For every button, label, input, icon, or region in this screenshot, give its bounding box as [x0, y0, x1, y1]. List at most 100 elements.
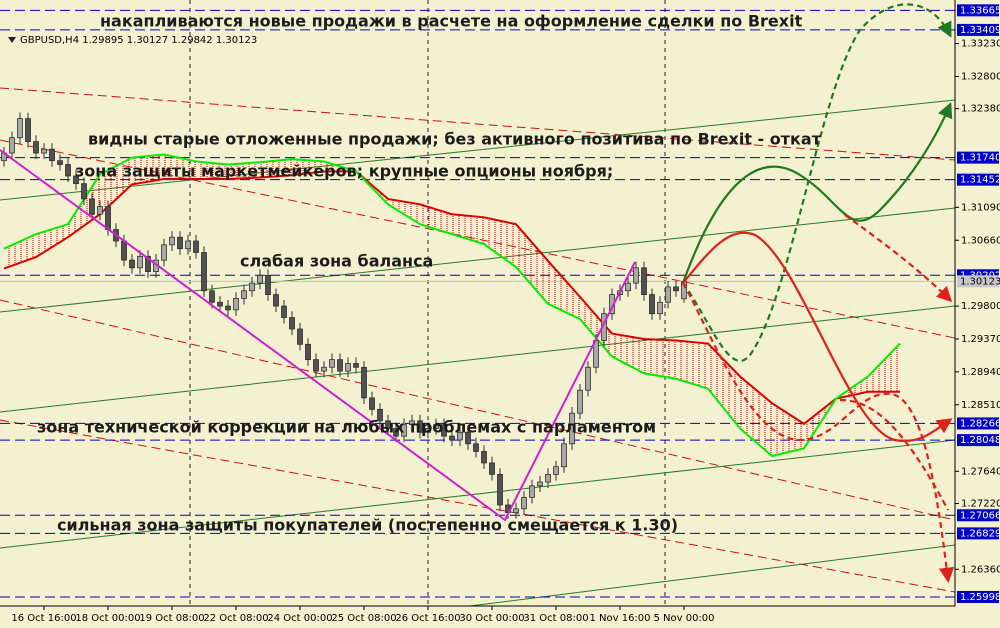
x-tick-label: 26 Oct 16:00	[395, 613, 460, 624]
x-tick-label: 31 Oct 08:00	[523, 613, 588, 624]
x-tick-label: 16 Oct 16:00	[11, 613, 76, 624]
candle-body	[193, 240, 199, 253]
forecast-path	[839, 398, 949, 511]
level-label: 1.31740	[960, 153, 1000, 164]
candle-body	[665, 286, 671, 303]
annotation: сильная зона защиты покупателей (постепе…	[57, 516, 678, 535]
level-label-box	[957, 4, 999, 17]
y-tick-label: 1.28940	[961, 367, 1000, 378]
candle-body	[569, 412, 575, 445]
level-label-box	[957, 434, 999, 447]
y-tick-label: 1.27640	[961, 466, 1000, 477]
y-tick-label: 1.29370	[961, 334, 1000, 345]
candle-body	[457, 431, 463, 441]
candle-body	[145, 255, 151, 273]
candle-body	[497, 473, 503, 506]
current-price-label: 1.30123	[960, 276, 1000, 287]
level-label-box	[957, 151, 999, 164]
annotation: зона защиты маркетмейкеров; крупные опци…	[75, 162, 613, 181]
candle-body	[25, 118, 31, 142]
candle-body	[17, 118, 23, 139]
x-tick-label: 19 Oct 08:00	[139, 613, 204, 624]
symbol-info: GBPUSD,H4 1.29895 1.30127 1.29842 1.3012…	[20, 35, 257, 46]
candle-body	[185, 240, 191, 250]
x-tick-label: 22 Oct 08:00	[203, 613, 268, 624]
candle-body	[281, 305, 287, 318]
candle-body	[129, 259, 135, 269]
annotation: слабая зона баланса	[240, 252, 433, 271]
candle-body	[217, 301, 223, 307]
candle-body	[289, 317, 295, 330]
candle-body	[305, 343, 311, 361]
candle-body	[409, 420, 415, 426]
candle-body	[377, 408, 383, 422]
annotation: накапливаются новые продажи в расчете на…	[100, 12, 803, 31]
y-tick-label: 1.28510	[961, 400, 1000, 411]
candle-body	[393, 428, 399, 437]
candle-body	[417, 420, 423, 433]
candle-body	[385, 420, 391, 429]
candle-body	[673, 286, 679, 292]
forecast-paths	[681, 3, 955, 584]
plot-area: накапливаются новые продажи в расчете на…	[0, 0, 956, 607]
candle-body	[137, 255, 143, 269]
x-tick-label: 30 Oct 00:00	[459, 613, 524, 624]
candle-body	[177, 236, 183, 250]
level-label: 1.31452	[960, 175, 1000, 186]
candle-body	[577, 389, 583, 414]
level-label: 1.33665	[960, 5, 1000, 16]
y-tick-label: 1.32800	[961, 72, 1000, 83]
candle-body	[97, 206, 103, 215]
candle-body	[441, 424, 447, 437]
level-label: 1.25998	[960, 592, 1000, 603]
candle-body	[657, 301, 663, 315]
candle-body	[337, 359, 343, 372]
trend-line	[0, 87, 956, 161]
candle-body	[257, 275, 263, 284]
candle-body	[553, 466, 559, 475]
x-tick-label: 5 Nov 00:00	[653, 613, 714, 624]
x-tick-label: 24 Oct 00:00	[267, 613, 332, 624]
candle-body	[57, 160, 63, 165]
candle-body	[265, 275, 271, 295]
candle-body	[433, 424, 439, 429]
trend-line	[0, 299, 956, 521]
candles	[1, 112, 687, 519]
level-label-box	[957, 417, 999, 430]
candle-body	[521, 496, 527, 510]
candle-body	[49, 148, 55, 162]
candle-body	[33, 141, 39, 154]
candle-body	[537, 481, 543, 487]
candle-body	[361, 366, 367, 399]
axes: 1.33230 1.32800 1.32380 1.31090 1.30660 1.298…	[11, 4, 1000, 624]
annotation: зона технической коррекции на любых проб…	[37, 418, 656, 437]
level-label-box	[957, 590, 999, 603]
trend-line	[0, 305, 956, 413]
ichimoku-cloud	[3, 153, 901, 458]
x-tick-label: 18 Oct 00:00	[75, 613, 140, 624]
current-price-box	[957, 275, 999, 288]
forecast-path	[681, 102, 953, 284]
candle-body	[225, 305, 231, 311]
candle-body	[473, 443, 479, 452]
candle-body	[65, 164, 71, 177]
level-label-box	[957, 509, 999, 522]
level-label-box	[957, 527, 999, 540]
candle-body	[233, 298, 239, 311]
trend-line	[0, 99, 956, 201]
level-label: 1.27066	[960, 510, 1000, 521]
candle-body	[249, 282, 255, 292]
y-tick-label: 1.30660	[961, 235, 1000, 246]
y-tick-label: 1.32380	[961, 104, 1000, 115]
candle-body	[345, 363, 351, 372]
trend-line	[0, 419, 956, 593]
candle-body	[297, 328, 303, 345]
candle-body	[489, 462, 495, 475]
candle-body	[401, 424, 407, 437]
candle-body	[369, 397, 375, 410]
candle-body	[481, 451, 487, 464]
level-label: 1.28266	[960, 418, 1000, 429]
candle-body	[585, 366, 591, 391]
